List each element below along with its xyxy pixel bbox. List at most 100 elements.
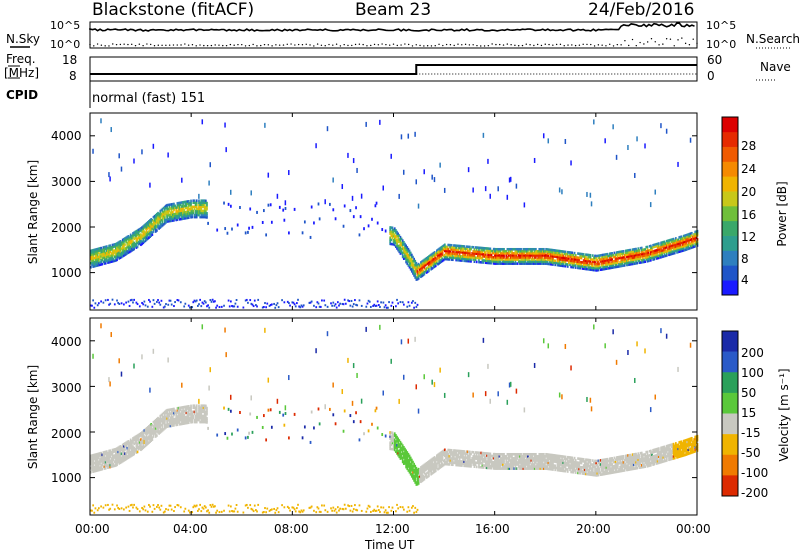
power-cell — [389, 238, 392, 242]
power-cell — [90, 257, 92, 261]
velocity-cell — [192, 406, 195, 410]
velocity-cell — [434, 457, 437, 460]
power-cell — [284, 200, 287, 206]
power-cell — [201, 301, 204, 304]
power-cell — [532, 247, 535, 251]
velocity-cell — [108, 451, 110, 455]
power-cell — [611, 252, 613, 255]
power-cell — [517, 256, 520, 259]
power-cell — [615, 261, 618, 265]
velocity-cell — [137, 441, 140, 445]
velocity-cell — [363, 432, 365, 436]
power-cell — [99, 253, 101, 256]
velocity-cell — [416, 468, 419, 472]
power-cell — [190, 209, 192, 213]
nsearch-point — [385, 43, 387, 46]
velocity-cell — [223, 509, 225, 512]
power-cell — [141, 230, 143, 233]
power-cell — [415, 276, 418, 279]
power-cell — [512, 254, 514, 257]
velocity-cell — [194, 416, 197, 420]
power-cell — [508, 252, 511, 255]
power-cell — [687, 243, 690, 246]
power-cell — [564, 252, 567, 256]
velocity-cell — [416, 474, 419, 478]
power-cell — [480, 256, 483, 260]
power-cell — [396, 247, 398, 250]
velocity-cell — [199, 406, 201, 410]
power-cell — [557, 257, 560, 261]
velocity-cell — [136, 442, 139, 446]
power-cell — [283, 218, 286, 222]
power-cell — [404, 244, 406, 248]
power-cell — [634, 247, 636, 251]
velocity-cell — [463, 450, 466, 453]
velocity-cell — [93, 453, 96, 457]
nsearch-point — [89, 43, 91, 46]
power-cell — [170, 215, 173, 218]
velocity-cell — [112, 462, 115, 466]
power-cell — [589, 192, 592, 198]
power-cell — [109, 250, 112, 254]
velocity-cell — [467, 456, 470, 460]
velocity-cell — [440, 455, 443, 458]
velocity-cell — [111, 503, 114, 506]
velocity-cell — [406, 453, 409, 456]
velocity-cell — [107, 464, 109, 467]
velocity-cell — [91, 460, 93, 463]
power-cell — [682, 249, 685, 252]
nsearch-point — [112, 43, 114, 45]
power-cell — [684, 248, 686, 252]
power-cell — [589, 258, 592, 261]
power-cell — [135, 232, 138, 235]
power-cell — [516, 250, 519, 253]
power-cell — [128, 240, 131, 243]
power-cell — [564, 138, 567, 144]
velocity-cell — [169, 416, 172, 420]
velocity-cell — [464, 464, 467, 468]
power-cell — [389, 242, 392, 246]
power-cell — [587, 263, 590, 267]
power-cell — [175, 208, 178, 211]
power-cell — [185, 206, 188, 210]
velocity-cell — [136, 438, 139, 441]
velocity-cell — [196, 418, 199, 422]
power-cell — [673, 249, 676, 253]
power-cell — [184, 217, 187, 220]
velocity-cell — [406, 465, 409, 469]
velocity-cell — [145, 441, 148, 445]
power-cell — [488, 249, 491, 253]
power-cell — [619, 262, 621, 266]
power-cell — [578, 262, 580, 266]
power-cell — [537, 262, 540, 265]
velocity-cell — [456, 459, 459, 463]
power-cell — [119, 252, 122, 255]
power-cell — [483, 253, 486, 256]
power-cell — [399, 250, 402, 253]
velocity-cell — [422, 476, 425, 480]
power-cell — [598, 264, 601, 268]
velocity-cell — [412, 505, 414, 508]
power-cell — [549, 262, 552, 266]
power-cell — [557, 251, 560, 255]
velocity-cell — [437, 453, 439, 457]
power-cell — [132, 236, 134, 239]
power-cell — [456, 250, 459, 254]
power-cell — [424, 259, 427, 263]
power-cell — [553, 255, 555, 258]
power-cell — [571, 257, 574, 261]
velocity-cell — [480, 457, 483, 461]
velocity-cell — [369, 510, 372, 513]
power-cell — [409, 263, 412, 267]
power-cell — [507, 252, 510, 255]
power-cell — [415, 261, 418, 265]
power-cell — [145, 236, 148, 240]
power-cell — [406, 254, 409, 257]
power-cell — [514, 262, 517, 265]
power-cell — [416, 271, 419, 275]
velocity-cell — [171, 411, 174, 415]
power-cell — [158, 212, 161, 216]
power-cell — [389, 230, 392, 233]
velocity-cell — [446, 460, 448, 464]
velocity-cell — [484, 464, 487, 467]
